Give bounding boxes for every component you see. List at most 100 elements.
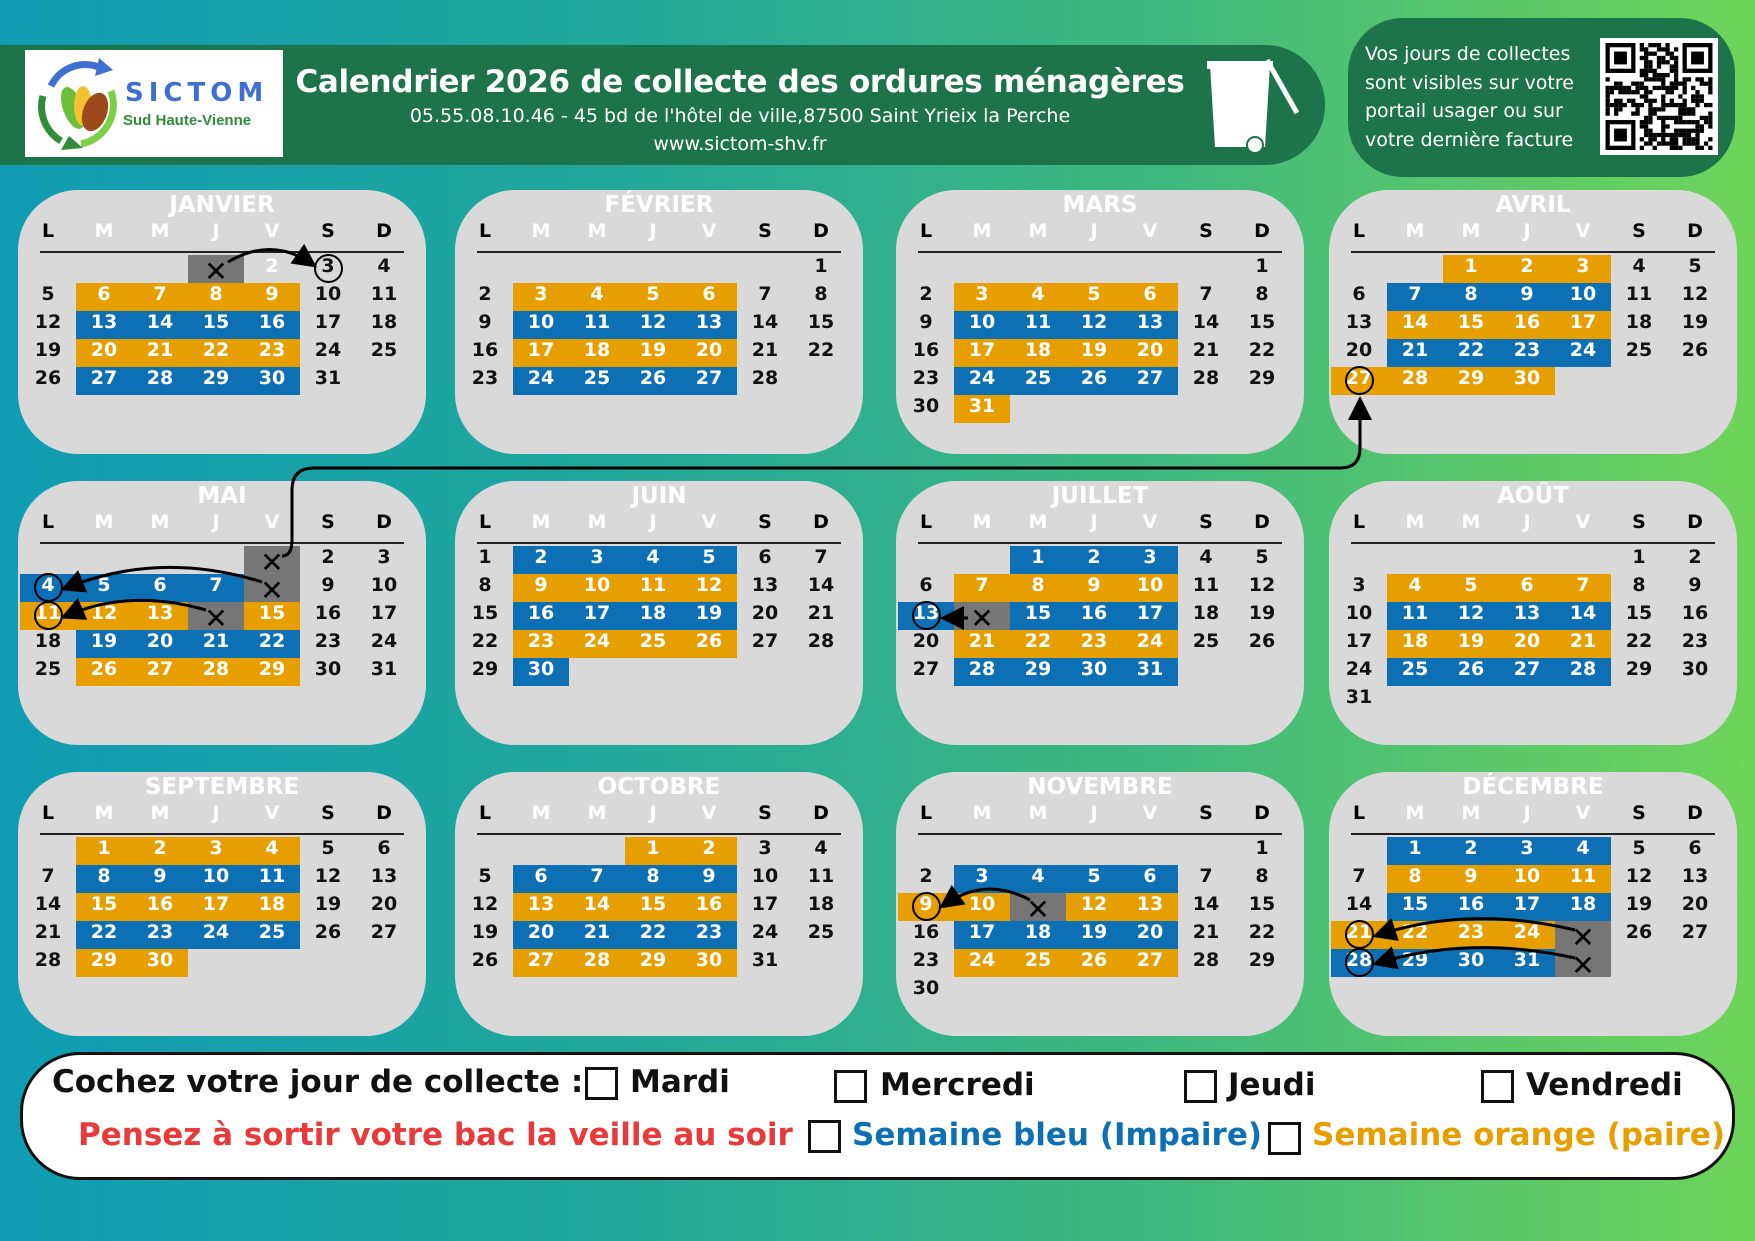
weekday-header: M xyxy=(531,511,551,533)
day-number: 22 xyxy=(471,630,499,652)
website-link[interactable]: www.sictom-shv.fr xyxy=(653,133,827,155)
calendar-day: 3 xyxy=(1499,837,1555,865)
day-number: 23 xyxy=(146,921,174,943)
day-number: 15 xyxy=(1401,893,1429,915)
calendar-day: 13 xyxy=(1331,311,1387,339)
day-number: 10 xyxy=(314,283,342,305)
checkbox-mercredi[interactable] xyxy=(834,1070,867,1103)
day-number: 28 xyxy=(751,367,779,389)
day-number: 27 xyxy=(912,658,940,680)
calendar-day: 15 xyxy=(1611,602,1667,630)
calendar-day: 27 xyxy=(513,949,569,977)
calendar-day: 10 xyxy=(300,283,356,311)
day-number: 11 xyxy=(258,865,286,887)
day-number: 27 xyxy=(146,658,174,680)
day-number: 28 xyxy=(146,367,174,389)
day-number: 11 xyxy=(639,574,667,596)
calendar-day: 29 xyxy=(457,658,513,686)
checkbox-mardi[interactable] xyxy=(585,1067,618,1100)
weekday-header: D xyxy=(376,220,392,242)
calendar-day: 7 xyxy=(1178,865,1234,893)
day-number: 18 xyxy=(1192,602,1220,624)
weekday-header: V xyxy=(264,220,280,242)
calendar-day: 13 xyxy=(76,311,132,339)
weekday-header: J xyxy=(1090,511,1098,533)
arrow-may8 xyxy=(60,565,263,593)
calendar-day: 29 xyxy=(1443,367,1499,395)
calendar-day: 3 xyxy=(513,283,569,311)
weekday-header: V xyxy=(264,511,280,533)
day-number: 12 xyxy=(1080,893,1108,915)
calendar-day: 20 xyxy=(681,339,737,367)
header-divider xyxy=(477,542,841,544)
cancelled-day: ✕ xyxy=(244,546,300,579)
weekday-header: J xyxy=(649,220,657,242)
day-number: 23 xyxy=(1080,630,1108,652)
day-number: 2 xyxy=(1688,546,1702,568)
calendar-day: 23 xyxy=(513,630,569,658)
calendar-day: 3 xyxy=(954,283,1010,311)
month-title: FÉVRIER xyxy=(604,192,714,218)
month-card-2: FÉVRIER L M M J V S D 1 2 3 4 5 6 7 8 9 10 11 12 13 14 15 16 17 1… xyxy=(455,190,863,454)
calendar-day: 25 xyxy=(569,367,625,395)
calendar-day: 8 xyxy=(457,574,513,602)
day-number: 22 xyxy=(90,921,118,943)
day-number: 25 xyxy=(1024,367,1052,389)
month-title: MARS xyxy=(1062,192,1138,218)
calendar-day: 6 xyxy=(1331,283,1387,311)
weekday-header: V xyxy=(701,802,717,824)
day-number: 12 xyxy=(1457,602,1485,624)
day-number: 27 xyxy=(527,949,555,971)
day-number: 12 xyxy=(471,893,499,915)
calendar-day: 3 xyxy=(737,837,793,865)
calendar-day: 28 xyxy=(20,949,76,977)
calendar-day: 30 xyxy=(681,949,737,977)
calendar-day: 1 xyxy=(1387,837,1443,865)
calendar-day: 27 xyxy=(1499,658,1555,686)
month-title: SEPTEMBRE xyxy=(144,774,300,800)
day-number: 1 xyxy=(1255,837,1269,859)
calendar-day: 7 xyxy=(1555,574,1611,602)
day-number: 8 xyxy=(1408,865,1422,887)
month-card-4: AVRIL L M M J V S D 1 2 3 4 5 6 7 8 9 10 11 12 13 14 15 16 17 18 1… xyxy=(1329,190,1737,454)
weekday-header: M xyxy=(587,511,607,533)
label-mercredi: Mercredi xyxy=(880,1067,1035,1103)
day-number: 25 xyxy=(583,367,611,389)
calendar-day: 23 xyxy=(898,367,954,395)
cancelled-day: ✕ xyxy=(1555,949,1611,982)
day-number: 30 xyxy=(258,367,286,389)
calendar-day: 13 xyxy=(1499,602,1555,630)
qr-code[interactable] xyxy=(1600,38,1718,155)
checkbox-orange-week[interactable] xyxy=(1268,1122,1301,1155)
calendar-day: 18 xyxy=(20,630,76,658)
calendar-day: 5 xyxy=(457,865,513,893)
calendar-day: 17 xyxy=(513,339,569,367)
calendar-day: 6 xyxy=(1122,865,1178,893)
day-number: 30 xyxy=(1681,658,1709,680)
cross-icon: ✕ xyxy=(260,546,284,579)
checkbox-jeudi[interactable] xyxy=(1184,1070,1217,1103)
checkbox-vendredi[interactable] xyxy=(1481,1070,1514,1103)
calendar-day: 25 xyxy=(356,339,412,367)
day-number: 24 xyxy=(583,630,611,652)
checkbox-blue-week[interactable] xyxy=(808,1120,841,1153)
month-title: JANVIER xyxy=(169,192,275,218)
day-number: 5 xyxy=(1087,283,1101,305)
day-number: 24 xyxy=(202,921,230,943)
weekday-header: L xyxy=(919,802,933,824)
day-number: 22 xyxy=(1248,921,1276,943)
calendar-day: 14 xyxy=(1178,893,1234,921)
day-number: 4 xyxy=(646,546,660,568)
cross-icon: ✕ xyxy=(260,574,284,607)
calendar-day: 15 xyxy=(793,311,849,339)
day-number: 21 xyxy=(583,921,611,943)
calendar-day: 28 xyxy=(1178,367,1234,395)
day-number: 21 xyxy=(34,921,62,943)
day-number: 16 xyxy=(314,602,342,624)
calendar-day: 15 xyxy=(244,602,300,630)
calendar-day: 30 xyxy=(898,395,954,423)
weekday-header: J xyxy=(212,802,220,824)
label-vendredi: Vendredi xyxy=(1526,1067,1683,1103)
day-number: 8 xyxy=(1255,283,1269,305)
weekday-header: V xyxy=(264,802,280,824)
